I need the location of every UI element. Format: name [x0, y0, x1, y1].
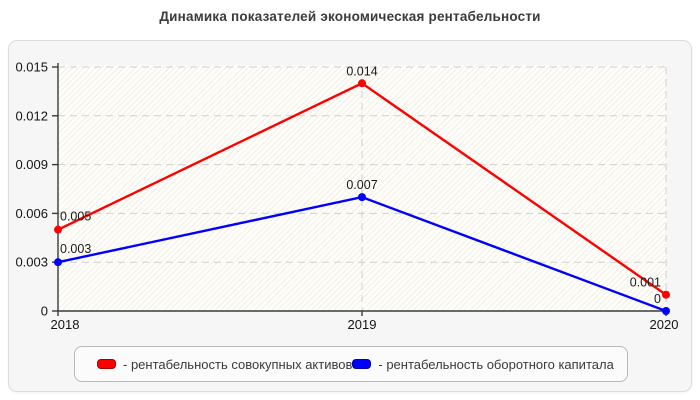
data-point-marker	[54, 225, 62, 234]
data-point-marker	[662, 290, 670, 299]
data-point-label: 0	[654, 292, 661, 306]
chart-title: Динамика показателей экономическая рента…	[159, 9, 541, 24]
y-axis-label: 0	[41, 304, 48, 319]
data-point-label: 0.001	[630, 276, 661, 290]
legend: - рентабельность совокупных активов - ре…	[74, 346, 628, 382]
legend-label-total-assets: - рентабельность совокупных активов	[123, 356, 353, 372]
data-point-marker	[54, 258, 62, 267]
data-point-label: 0.014	[346, 64, 377, 78]
x-axis-label: 2020	[650, 317, 679, 332]
legend-label-working-capital: - рентабельность оборотного капитала	[378, 356, 614, 372]
legend-item-working-capital: - рентабельность оборотного капитала	[352, 356, 614, 372]
data-point-label: 0.005	[60, 210, 91, 224]
y-axis-label: 0.006	[15, 206, 48, 221]
x-axis-label: 2019	[348, 317, 377, 332]
y-axis-label: 0.009	[15, 157, 48, 172]
legend-item-total-assets: - рентабельность совокупных активов	[97, 357, 352, 372]
chart-card: 0 0.003 0.006 0.009 0.012 0.015 2018 2019 2020 0.…	[8, 40, 692, 392]
data-point-marker	[358, 79, 366, 88]
y-axis-label: 0.015	[15, 60, 48, 75]
data-point-label: 0.003	[60, 242, 91, 256]
x-axis-label: 2018	[51, 317, 80, 332]
chart-svg: 0 0.003 0.006 0.009 0.012 0.015 2018 2019 2020 0.…	[15, 60, 679, 333]
legend-swatch-blue	[352, 359, 372, 369]
y-axis-label: 0.003	[15, 255, 48, 270]
y-axis-label: 0.012	[15, 108, 48, 123]
data-point-marker	[358, 193, 366, 202]
data-point-label: 0.007	[346, 178, 377, 192]
legend-swatch-red	[97, 359, 116, 369]
data-point-marker	[662, 307, 670, 315]
